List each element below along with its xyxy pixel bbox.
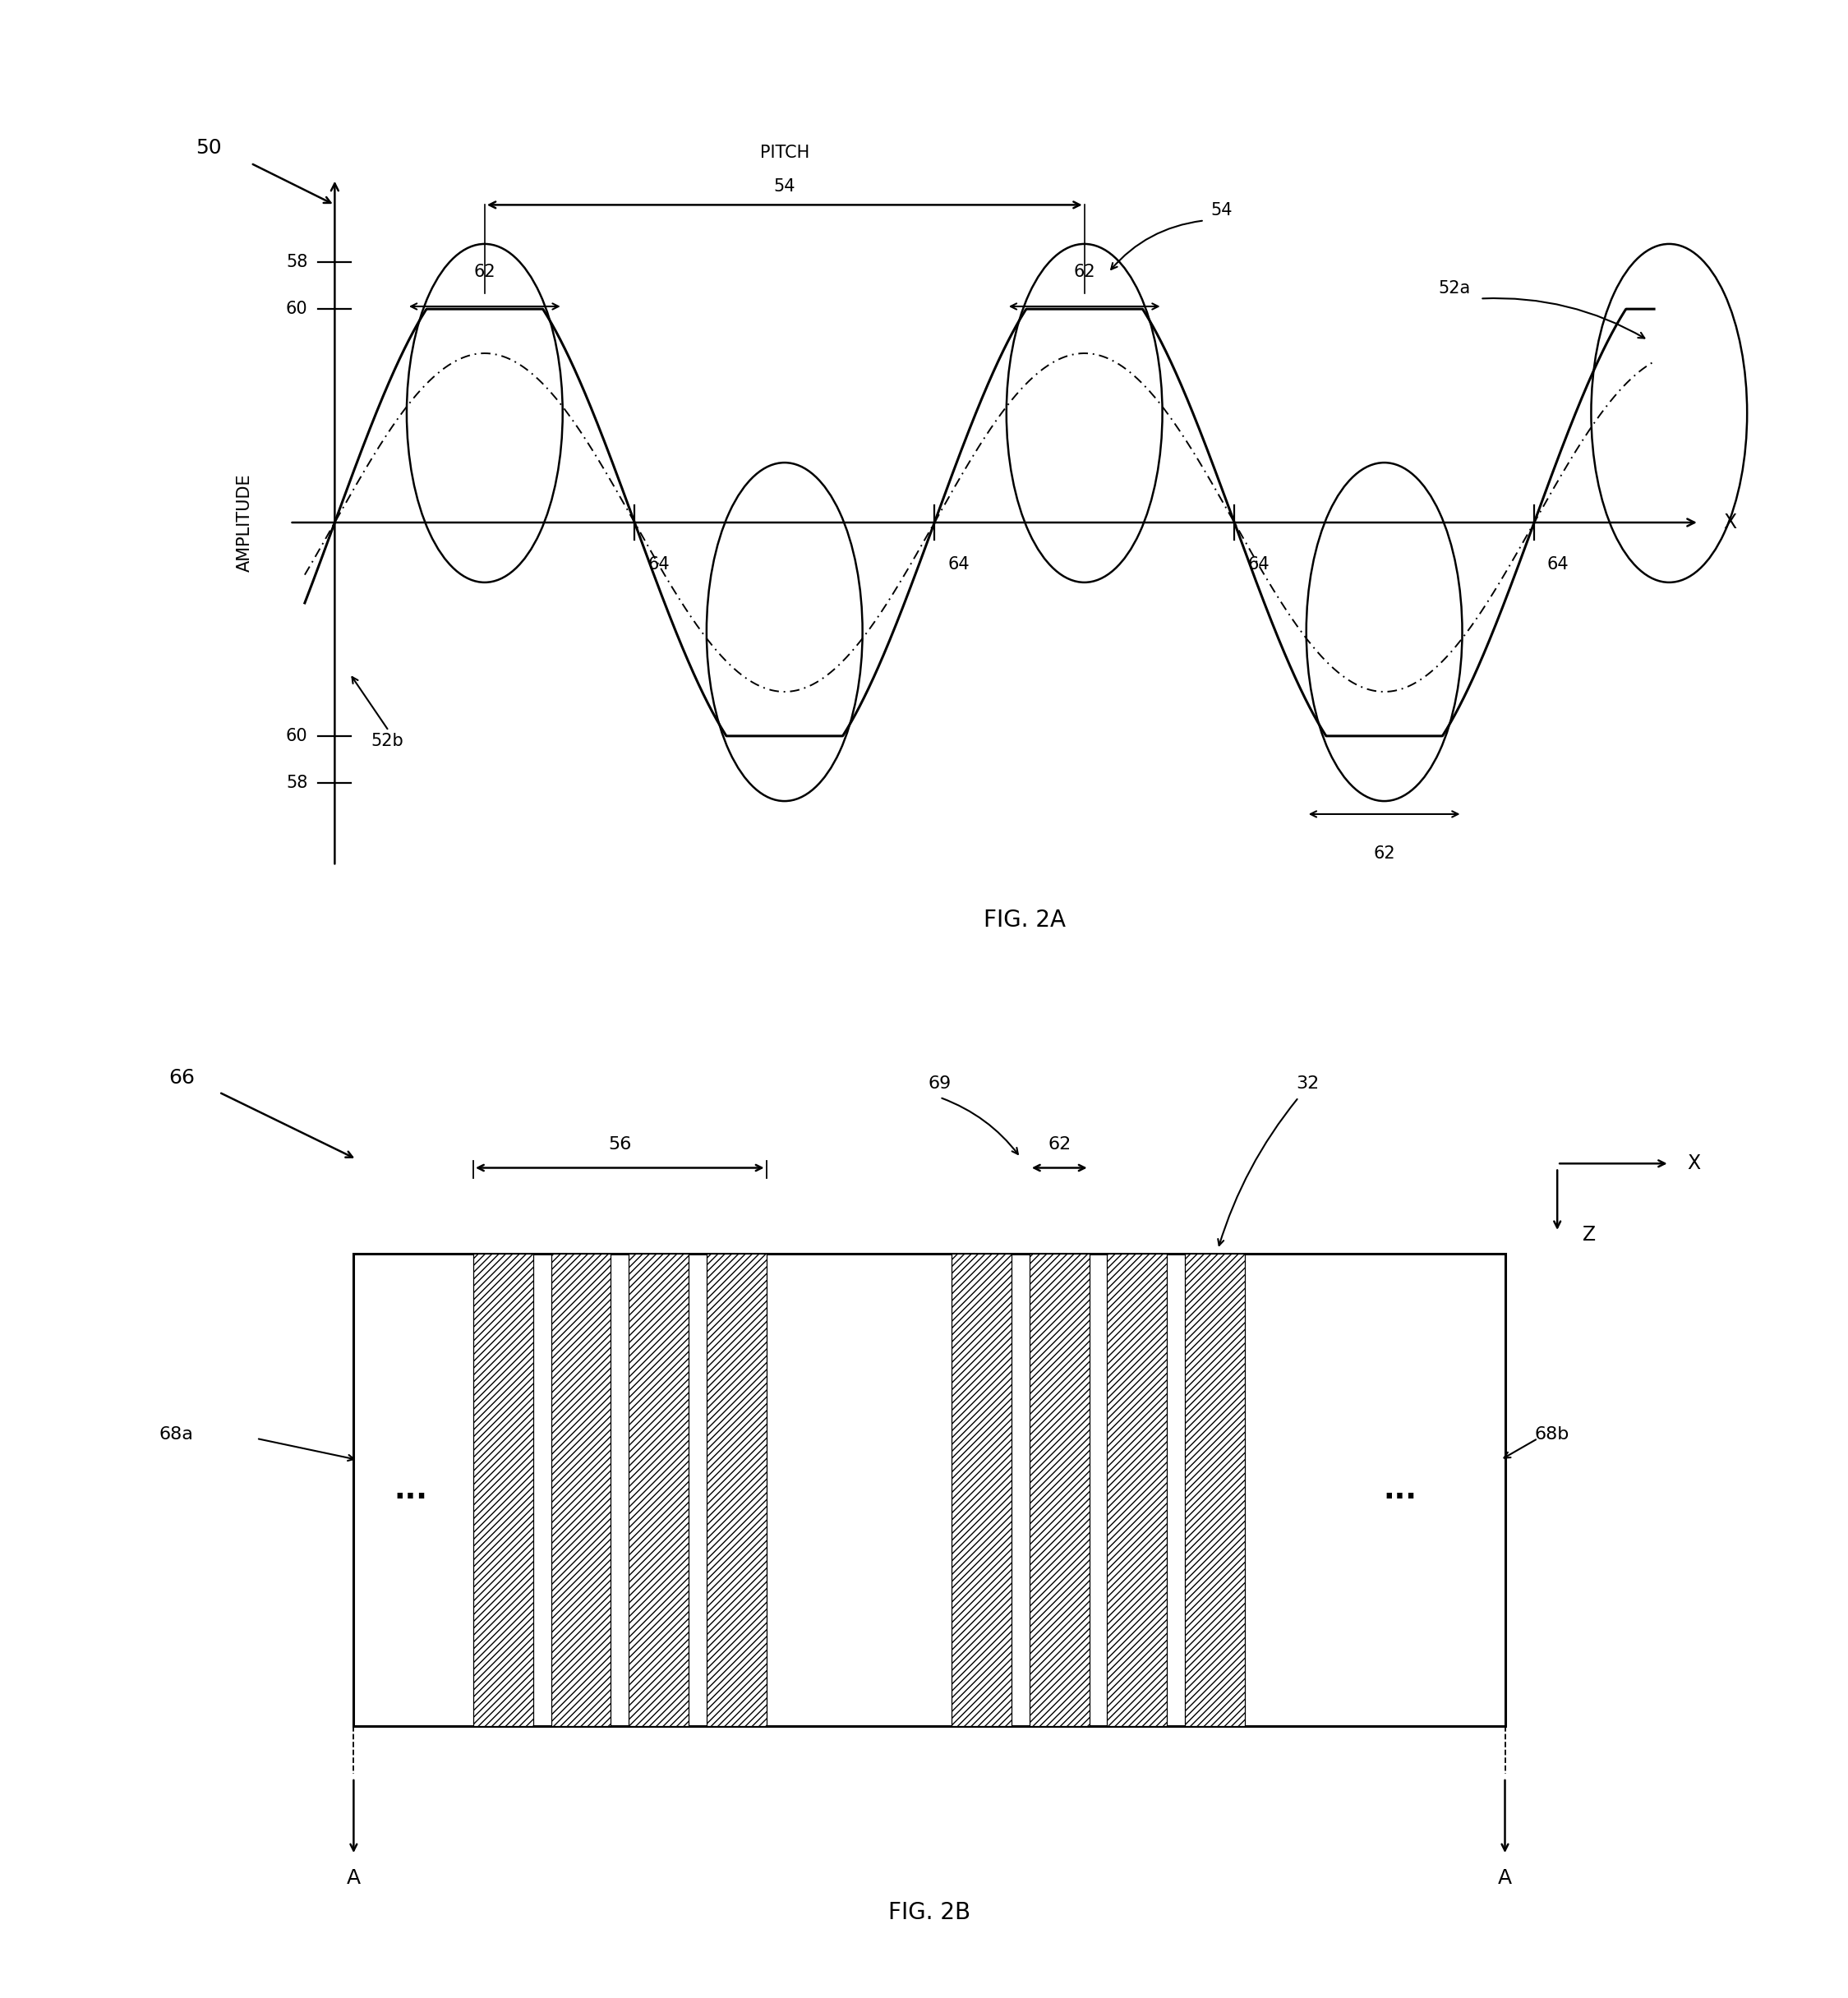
Text: A: A [1499,1868,1512,1888]
Text: X: X [1722,513,1737,531]
Text: 62: 62 [1373,845,1395,861]
Text: 64: 64 [1247,555,1270,573]
Bar [952,1255,1011,1726]
Text: AMPLITUDE: AMPLITUDE [237,474,253,571]
Bar [353,1255,1504,1726]
Text: 58: 58 [286,775,309,791]
Text: FIG. 2B: FIG. 2B [889,1900,970,1924]
Text: A: A [347,1868,360,1888]
Text: 62: 62 [473,264,495,280]
Text: ...: ... [1384,1477,1417,1504]
Bar [551,1255,612,1726]
Bar [706,1255,767,1726]
Text: 64: 64 [647,555,669,573]
Bar [628,1255,689,1726]
Text: 68b: 68b [1536,1427,1569,1443]
Bar [1029,1255,1088,1726]
Text: ...: ... [394,1477,427,1504]
Text: 60: 60 [286,302,309,318]
Text: Z: Z [1582,1225,1597,1245]
Text: 54: 54 [774,178,795,194]
Text: 62: 62 [1048,1137,1072,1153]
Text: X: X [1687,1153,1700,1173]
Text: 60: 60 [286,727,309,743]
Text: 54: 54 [1210,202,1233,218]
Text: PITCH: PITCH [760,144,809,160]
Text: 64: 64 [1547,555,1569,573]
Text: 50: 50 [196,138,222,158]
Text: 52b: 52b [371,733,403,749]
Bar [1107,1255,1168,1726]
Bar [473,1255,532,1726]
Text: 66: 66 [168,1067,194,1087]
Text: 62: 62 [1074,264,1096,280]
Text: 52a: 52a [1438,280,1471,296]
Text: 68a: 68a [159,1427,194,1443]
Text: 64: 64 [948,555,970,573]
Text: 58: 58 [286,254,309,270]
Text: 56: 56 [608,1137,632,1153]
Text: 32: 32 [1295,1075,1319,1093]
Text: FIG. 2A: FIG. 2A [983,909,1066,931]
Bar [1185,1255,1246,1726]
Text: 69: 69 [928,1075,952,1093]
